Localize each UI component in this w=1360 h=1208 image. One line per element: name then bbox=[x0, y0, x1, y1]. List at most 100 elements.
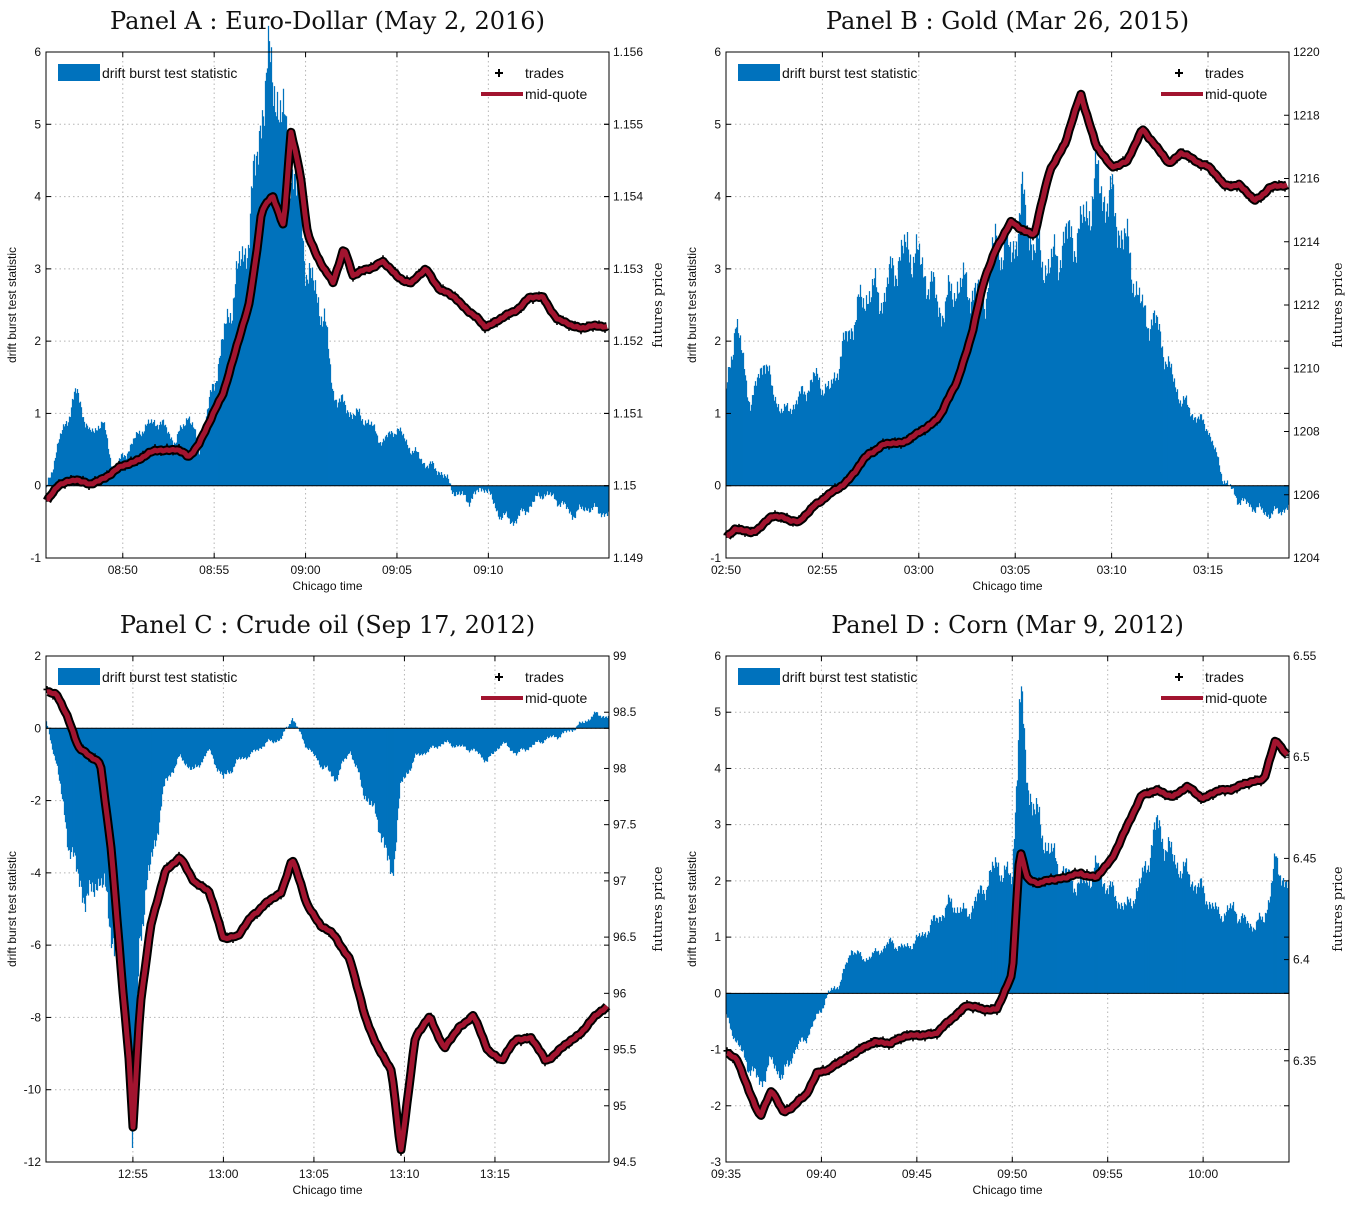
stat-bars bbox=[45, 25, 610, 526]
x-tick-label: 09:55 bbox=[1093, 1167, 1123, 1181]
y-tick-label: -3 bbox=[710, 1155, 721, 1169]
y-right-tick-label: 6.5 bbox=[1293, 750, 1310, 764]
y-right-tick-label: 1.154 bbox=[613, 190, 643, 204]
legend-midquote-label: mid-quote bbox=[1205, 86, 1267, 102]
y-tick-label: 1 bbox=[714, 930, 721, 944]
y-right-tick-label: 1212 bbox=[1293, 298, 1320, 312]
y-tick-label: 6 bbox=[34, 45, 41, 59]
x-axis-label: Chicago time bbox=[972, 579, 1042, 593]
left-axis: -12 -10 -8 -6 -4 -2 0 2 bbox=[24, 649, 609, 1169]
y-right-tick-label: 1.155 bbox=[613, 117, 643, 131]
x-tick-label: 03:15 bbox=[1193, 563, 1223, 577]
legend-stat: drift burst test statistic bbox=[58, 64, 237, 81]
legend-price: trades mid-quote bbox=[1161, 669, 1267, 706]
y-right-tick-label: 1.15 bbox=[613, 479, 637, 493]
legend-stat-label: drift burst test statistic bbox=[102, 669, 237, 685]
left-axis: -1 0 1 2 3 4 5 6 bbox=[710, 45, 1289, 565]
midquote-series bbox=[44, 129, 608, 503]
y-tick-label: 6 bbox=[714, 649, 721, 663]
x-tick-label: 03:00 bbox=[904, 563, 934, 577]
y-right-tick-label: 94.5 bbox=[613, 1155, 637, 1169]
x-tick-label: 08:55 bbox=[199, 563, 229, 577]
trade-marker bbox=[723, 1047, 731, 1055]
y-tick-label: -2 bbox=[710, 1099, 721, 1113]
y-right-tick-label: 1.151 bbox=[613, 406, 643, 420]
y-tick-label: 2 bbox=[34, 649, 41, 663]
y-tick-label: -1 bbox=[30, 551, 41, 565]
y-right-tick-label: 6.4 bbox=[1293, 953, 1310, 967]
y-tick-label: 0 bbox=[714, 479, 721, 493]
y-right-tick-label: 6.45 bbox=[1293, 851, 1317, 865]
y-tick-label: 0 bbox=[34, 721, 41, 735]
right-axis: 1204 1206 1208 1210 1212 1214 1216 1218 1220 bbox=[1284, 45, 1320, 565]
x-tick-label: 12:55 bbox=[118, 1167, 148, 1181]
right-axis: 1.149 1.15 1.151 1.152 1.153 1.154 1.155 1.156 bbox=[604, 45, 643, 565]
y-tick-label: 4 bbox=[714, 190, 721, 204]
chart-title: Panel A : Euro-Dollar (May 2, 2016) bbox=[110, 7, 545, 35]
y-right-tick-label: 97.5 bbox=[613, 818, 637, 832]
legend-stat: drift burst test statistic bbox=[738, 64, 917, 81]
x-tick-label: 09:05 bbox=[382, 563, 412, 577]
plot-frame bbox=[45, 655, 610, 1163]
y-right-tick-label: 1220 bbox=[1293, 45, 1320, 59]
y-right-tick-label: 1214 bbox=[1293, 235, 1320, 249]
legend-stat-label: drift burst test statistic bbox=[782, 669, 917, 685]
x-tick-label: 13:15 bbox=[480, 1167, 510, 1181]
y-tick-label: 3 bbox=[714, 262, 721, 276]
y-right-tick-label: 95.5 bbox=[613, 1043, 637, 1057]
chart-svg: Panel B : Gold (Mar 26, 2015) -1 0 1 2 3 4 5 6 12… bbox=[685, 7, 1346, 593]
legend-stat: drift burst test statistic bbox=[58, 668, 237, 685]
x-tick-label: 02:55 bbox=[807, 563, 837, 577]
y-tick-label: -12 bbox=[24, 1155, 42, 1169]
y-tick-label: -6 bbox=[30, 938, 41, 952]
y-right-tick-label: 1208 bbox=[1293, 425, 1320, 439]
y-right-tick-label: 1206 bbox=[1293, 488, 1320, 502]
midquote-series bbox=[726, 738, 1289, 1118]
y-tick-label: -1 bbox=[710, 551, 721, 565]
y-tick-label: -1 bbox=[710, 1043, 721, 1057]
y-right-axis-label: futures price bbox=[1331, 262, 1346, 347]
legend-stat: drift burst test statistic bbox=[738, 668, 917, 685]
y-tick-label: 0 bbox=[34, 479, 41, 493]
legend-trades-label: trades bbox=[525, 65, 564, 81]
y-right-tick-label: 1204 bbox=[1293, 551, 1320, 565]
midquote-series bbox=[725, 91, 1288, 539]
y-tick-label: 0 bbox=[714, 986, 721, 1000]
stat-bars bbox=[725, 686, 1290, 1088]
x-tick-label: 13:05 bbox=[299, 1167, 329, 1181]
y-right-tick-label: 6.55 bbox=[1293, 649, 1317, 663]
midquote-series bbox=[46, 689, 609, 1153]
y-tick-label: 4 bbox=[714, 761, 721, 775]
y-tick-label: 5 bbox=[714, 705, 721, 719]
right-axis: 94.5 95 95.5 96 96.5 97 97.5 98 98.5 99 bbox=[604, 649, 637, 1169]
x-axis-label: Chicago time bbox=[292, 1183, 362, 1197]
legend-stat-label: drift burst test statistic bbox=[782, 65, 917, 81]
x-tick-label: 08:50 bbox=[108, 563, 138, 577]
legend-price: trades mid-quote bbox=[481, 669, 587, 706]
chart-title: Panel D : Corn (Mar 9, 2012) bbox=[831, 611, 1184, 639]
y-right-tick-label: 1.149 bbox=[613, 551, 643, 565]
y-axis-label: drift burst test statistic bbox=[685, 851, 699, 967]
x-tick-label: 09:45 bbox=[902, 1167, 932, 1181]
y-right-tick-label: 98.5 bbox=[613, 705, 637, 719]
y-tick-label: 5 bbox=[714, 117, 721, 131]
y-tick-label: -10 bbox=[24, 1083, 42, 1097]
chart-svg: Panel C : Crude oil (Sep 17, 2012) -12 -10… bbox=[5, 611, 666, 1197]
y-tick-label: 1 bbox=[34, 406, 41, 420]
x-tick-label: 09:10 bbox=[473, 563, 503, 577]
y-right-tick-label: 99 bbox=[613, 649, 627, 663]
y-axis-label: drift burst test statistic bbox=[5, 851, 19, 967]
legend-trades-label: trades bbox=[525, 669, 564, 685]
y-axis-label: drift burst test statistic bbox=[5, 247, 19, 363]
y-tick-label: -4 bbox=[30, 866, 41, 880]
y-tick-label: 3 bbox=[714, 818, 721, 832]
y-tick-label: 2 bbox=[34, 334, 41, 348]
x-axis: 12:55 13:00 13:05 13:10 13:15 bbox=[118, 656, 510, 1181]
y-right-axis-label: futures price bbox=[651, 866, 666, 951]
y-right-axis-label: futures price bbox=[651, 262, 666, 347]
y-tick-label: 5 bbox=[34, 117, 41, 131]
left-axis: -3 -2 -1 0 1 2 3 4 5 6 bbox=[710, 649, 1289, 1169]
y-right-tick-label: 96.5 bbox=[613, 930, 637, 944]
y-right-tick-label: 1.156 bbox=[613, 45, 643, 59]
legend-midquote-label: mid-quote bbox=[525, 86, 587, 102]
